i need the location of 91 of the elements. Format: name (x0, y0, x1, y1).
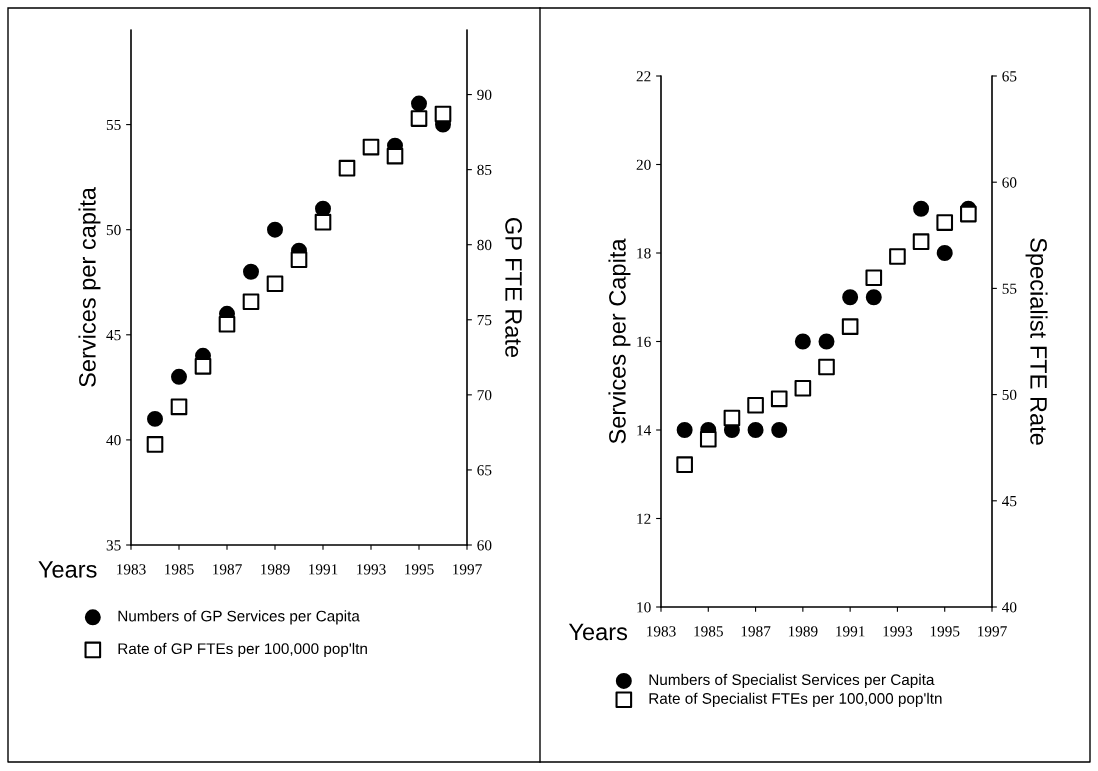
point (770, 390, 788, 408)
x-axis-title: Years (38, 561, 97, 578)
point (314, 213, 332, 231)
point (411, 95, 427, 112)
y-tick-label: 45 (106, 330, 121, 341)
point (936, 214, 954, 231)
point (170, 398, 188, 416)
x-tick-label: 1985 (165, 564, 194, 575)
point (267, 221, 283, 238)
y2-tick-label: 65 (477, 465, 492, 476)
y2-tick-label: 90 (477, 89, 492, 101)
point (794, 379, 812, 397)
point (747, 396, 764, 414)
y-tick-label: 35 (106, 540, 121, 551)
y-tick-label: 50 (106, 224, 121, 236)
y-tick-label: 18 (637, 248, 651, 259)
point (936, 245, 953, 261)
y2-tick-label: 50 (1002, 389, 1017, 401)
y2-axis-title: Specialist FTE Rate (1025, 238, 1048, 445)
point (818, 333, 835, 350)
legend-label: Rate of Specialist FTEs per 100,000 pop'ltn (649, 692, 942, 707)
point (194, 358, 212, 375)
point (676, 456, 693, 474)
point (676, 422, 693, 438)
point (362, 138, 380, 156)
x-tick-label: 1997 (453, 564, 482, 575)
point (434, 105, 452, 123)
legend-label: Rate of GP FTEs per 100,000 pop'ltn (118, 642, 367, 658)
point (266, 275, 284, 293)
x-tick-label: 1983 (647, 626, 676, 637)
y-axis-title: Services per Capita (608, 238, 631, 444)
x-tick-label: 1993 (357, 564, 386, 575)
x-tick-label: 1991 (836, 626, 865, 637)
point (842, 289, 859, 306)
x-tick-label: 1987 (213, 564, 242, 575)
y-tick-label: 20 (636, 159, 651, 170)
y2-tick-label: 65 (1002, 71, 1017, 82)
point (771, 422, 788, 438)
y-axis-title: Services per capita (78, 187, 101, 387)
x-tick-label: 1991 (309, 564, 338, 575)
y2-tick-label: 60 (1002, 177, 1017, 188)
x-tick-label: 1985 (694, 626, 723, 637)
y-tick-label: 40 (106, 435, 121, 446)
y2-tick-label: 55 (1002, 283, 1017, 294)
point (338, 159, 356, 177)
point (865, 269, 883, 287)
point (147, 410, 163, 427)
point (243, 263, 259, 280)
y2-tick-label: 85 (477, 164, 492, 176)
point (386, 147, 404, 165)
y2-axis-title: GP FTE Rate (505, 218, 522, 358)
x-tick-label: 1995 (930, 626, 960, 637)
x-tick-label: 1995 (405, 564, 434, 575)
point (865, 289, 882, 306)
point (912, 233, 930, 250)
x-tick-label: 1989 (261, 564, 290, 575)
point (841, 318, 859, 335)
legend-label: Numbers of Specialist Services per Capita (649, 673, 935, 689)
point (747, 422, 764, 438)
point (913, 200, 930, 217)
x-tick-label: 1989 (788, 626, 818, 637)
point (410, 110, 428, 127)
y2-tick-label: 70 (477, 390, 492, 401)
point (960, 205, 977, 223)
point (699, 430, 717, 448)
x-tick-label: 1997 (978, 626, 1007, 637)
point (242, 293, 260, 311)
x-axis-title: Years (568, 623, 628, 641)
x-tick-label: 1987 (741, 626, 771, 637)
y2-tick-label: 45 (1002, 496, 1017, 507)
y-tick-label: 55 (106, 119, 121, 131)
point (146, 436, 164, 453)
y-tick-label: 14 (637, 425, 652, 436)
point (818, 358, 835, 376)
y2-tick-label: 40 (1002, 602, 1017, 613)
x-tick-label: 1993 (883, 626, 913, 637)
y-tick-label: 16 (637, 336, 651, 347)
x-tick-label: 1983 (117, 564, 146, 575)
y-tick-label: 12 (637, 513, 651, 524)
legend-label: Numbers of GP Services per Capita (118, 610, 360, 625)
y2-tick-label: 80 (477, 239, 492, 251)
y2-tick-label: 75 (477, 315, 492, 326)
point (218, 315, 236, 333)
point (290, 251, 308, 269)
point (794, 333, 811, 350)
point (723, 409, 741, 427)
y-tick-label: 10 (637, 602, 651, 613)
y-tick-label: 22 (636, 71, 651, 82)
point (889, 248, 906, 265)
point (171, 368, 187, 385)
y2-tick-label: 60 (477, 540, 492, 551)
